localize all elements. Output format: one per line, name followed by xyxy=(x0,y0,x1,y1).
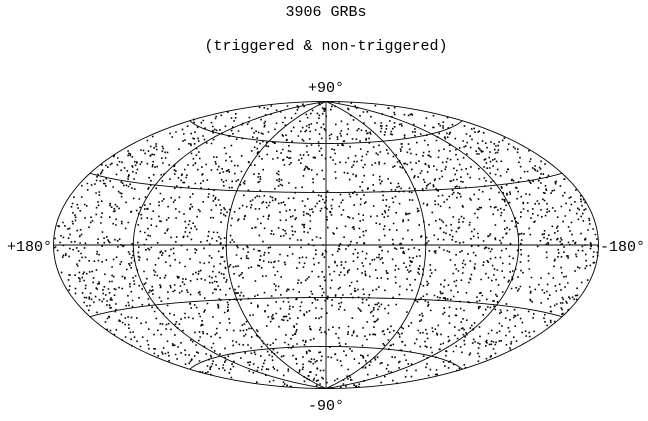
pole-label: +90° xyxy=(308,80,344,97)
parallel xyxy=(189,346,463,370)
longitude-label: -180° xyxy=(600,239,645,256)
chart-subtitle: (triggered & non-triggered) xyxy=(204,38,447,55)
parallel xyxy=(189,120,463,144)
longitude-label: +180° xyxy=(7,239,52,256)
parallel xyxy=(89,172,563,193)
parallel xyxy=(89,297,563,318)
chart-title: 3906 GRBs xyxy=(285,4,366,21)
pole-label: -90° xyxy=(308,398,344,415)
